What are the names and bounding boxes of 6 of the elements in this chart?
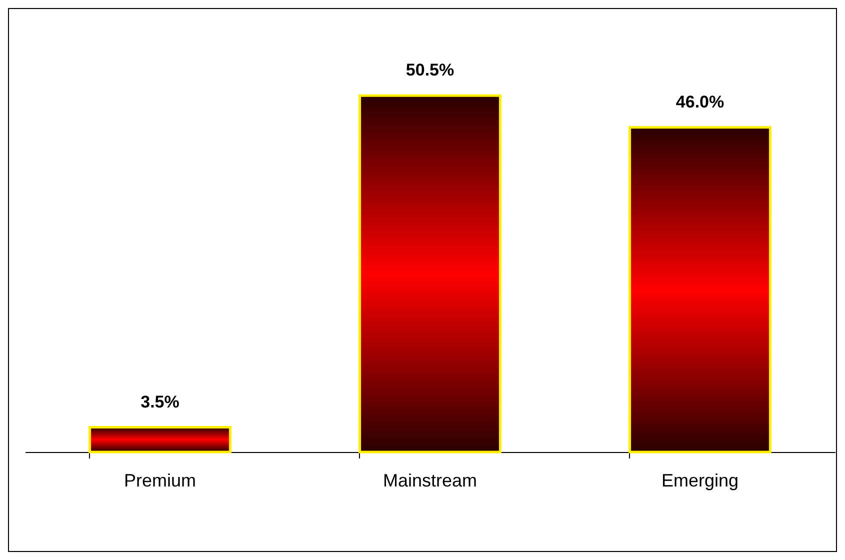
x-tick-label: Emerging <box>661 470 739 490</box>
data-label: 46.0% <box>676 92 724 112</box>
x-tick-label: Premium <box>124 470 196 490</box>
data-label: 50.5% <box>406 60 454 80</box>
x-tick-label: Mainstream <box>382 470 478 490</box>
data-label: 3.5% <box>140 392 180 412</box>
